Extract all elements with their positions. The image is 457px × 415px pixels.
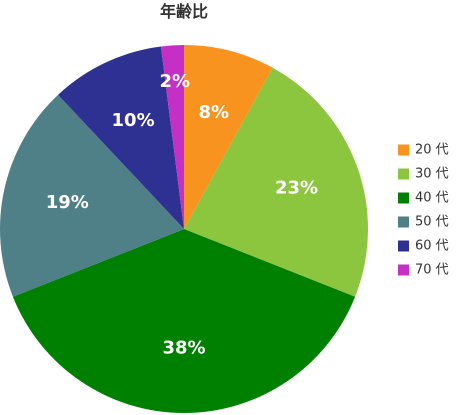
legend-label-0: 20 代	[415, 143, 449, 158]
pie-slice-label-5: 2%	[159, 71, 190, 92]
pie-slice-0	[184, 45, 273, 229]
legend-label-2: 40 代	[415, 191, 449, 206]
pie-slice-2	[12, 229, 356, 413]
legend-swatch-5	[398, 264, 409, 276]
legend-swatch-3	[398, 216, 409, 228]
pie-slice-label-1: 23%	[275, 177, 318, 198]
pie-slices	[0, 45, 368, 413]
legend-label-3: 50 代	[415, 215, 449, 230]
legend-label-4: 60 代	[415, 239, 449, 254]
legend-label-5: 70 代	[415, 263, 449, 278]
pie-slice-1	[184, 67, 368, 297]
pie-slice-label-2: 38%	[162, 338, 205, 359]
legend: 20 代 30 代 40 代 50 代 60 代 70 代	[398, 143, 449, 278]
pie-slice-labels: 8% 23% 38% 19% 10%2%	[46, 71, 318, 359]
pie-slice-5	[160, 45, 184, 229]
pie-slice-4	[58, 46, 184, 229]
pie-slice-label-4: 10%	[112, 110, 155, 131]
legend-swatch-1	[398, 168, 409, 180]
pie-slice-label-0: 8%	[198, 102, 229, 123]
pie-slice-3	[0, 94, 184, 297]
chart-title: 年齢比	[160, 2, 208, 21]
legend-label-1: 30 代	[415, 167, 449, 182]
legend-swatch-2	[398, 192, 409, 204]
legend-swatch-4	[398, 240, 409, 252]
legend-swatch-0	[398, 144, 409, 156]
pie-slice-label-3: 19%	[46, 192, 89, 213]
